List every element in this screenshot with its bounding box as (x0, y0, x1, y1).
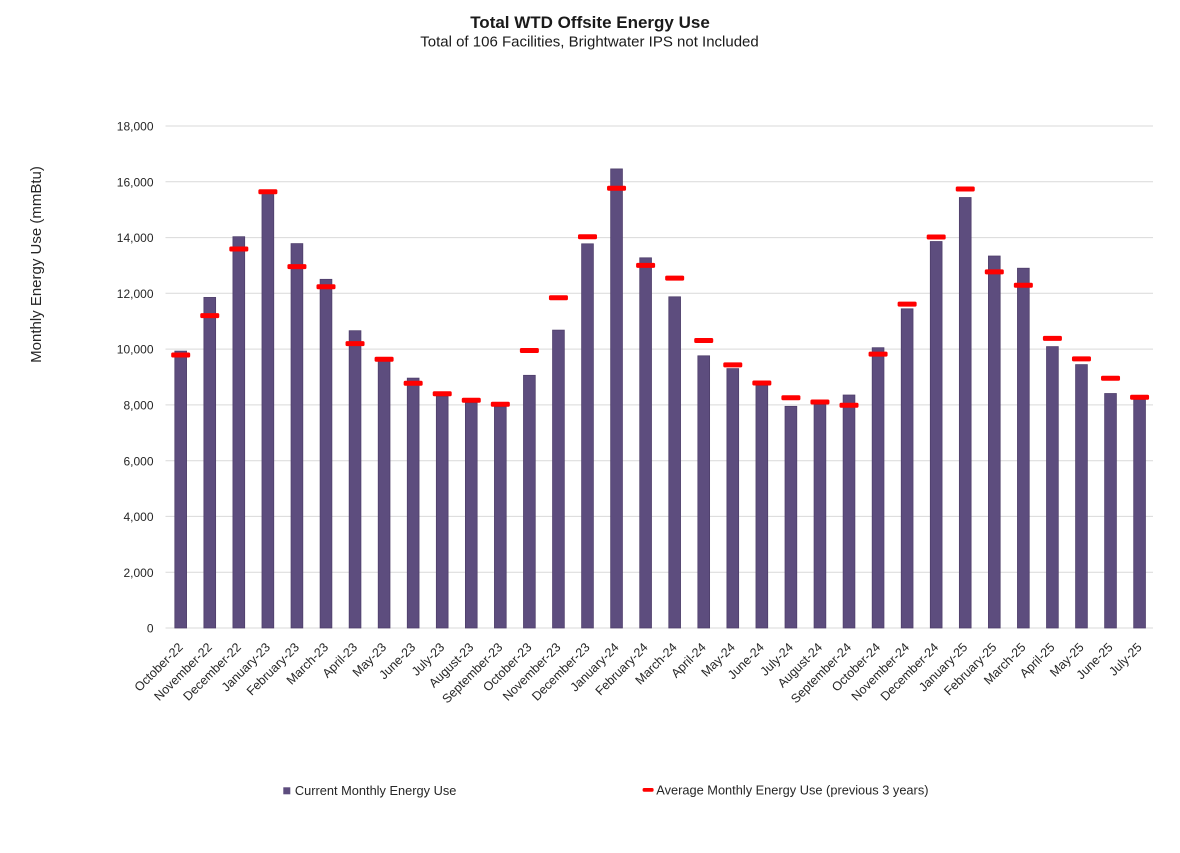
svg-text:Average Monthly Energy Use (pr: Average Monthly Energy Use (previous 3 y… (656, 783, 928, 798)
svg-text:Total of 106 Facilities, Brigh: Total of 106 Facilities, Brightwater IPS… (420, 33, 759, 50)
svg-text:Monthly Energy Use (mmBtu): Monthly Energy Use (mmBtu) (28, 166, 45, 363)
svg-text:14,000: 14,000 (117, 231, 154, 245)
svg-text:2,000: 2,000 (123, 566, 153, 580)
svg-text:16,000: 16,000 (117, 175, 154, 189)
svg-text:Current Monthly Energy Use: Current Monthly Energy Use (295, 783, 456, 798)
svg-text:Total WTD Offsite Energy Use: Total WTD Offsite Energy Use (470, 13, 710, 32)
svg-text:6,000: 6,000 (123, 454, 153, 468)
svg-text:0: 0 (147, 622, 154, 636)
svg-text:18,000: 18,000 (117, 120, 154, 134)
svg-text:10,000: 10,000 (117, 343, 154, 357)
svg-text:12,000: 12,000 (117, 287, 154, 301)
svg-text:4,000: 4,000 (123, 510, 153, 524)
svg-text:8,000: 8,000 (123, 399, 153, 413)
